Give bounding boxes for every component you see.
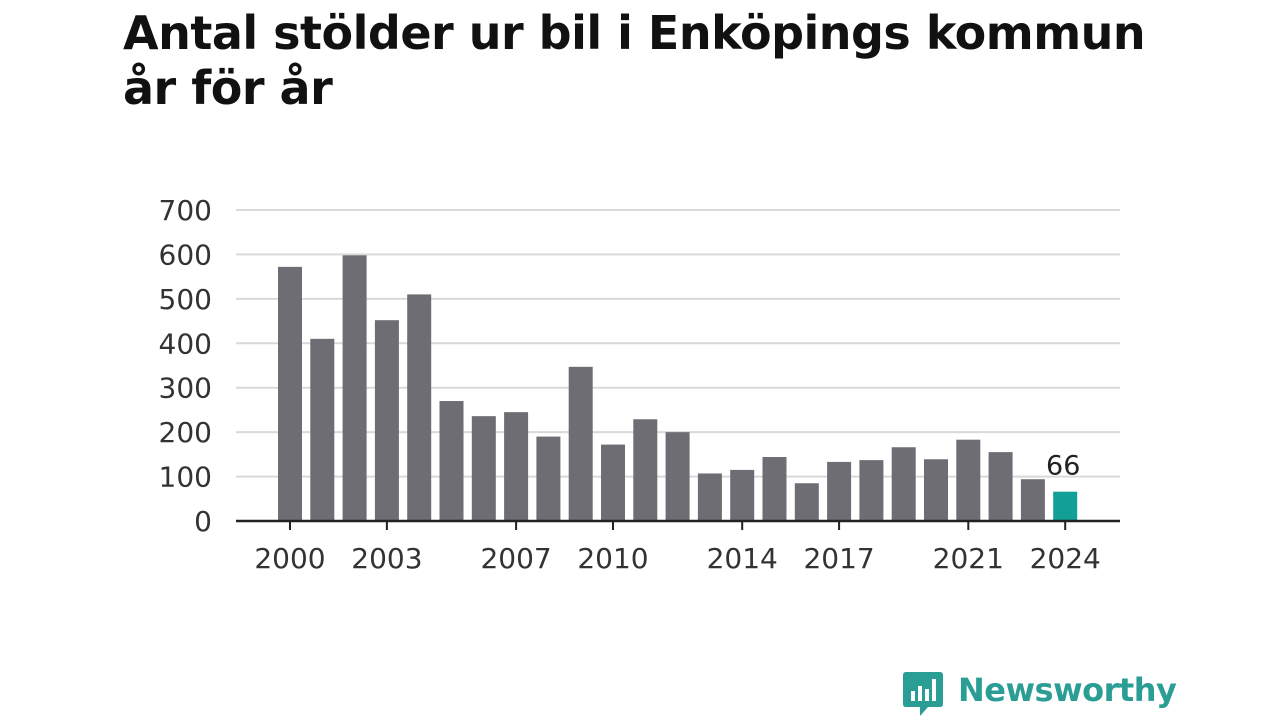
newsworthy-logo-icon — [903, 672, 943, 716]
x-tick-label: 2024 — [1030, 542, 1101, 575]
y-tick-label: 600 — [159, 238, 212, 271]
bar — [633, 419, 658, 521]
bar — [924, 459, 948, 521]
y-tick-label: 200 — [159, 416, 212, 449]
bar — [504, 412, 529, 521]
newsworthy-logo: Newsworthy — [902, 670, 1177, 720]
data-label: 66 — [1046, 451, 1080, 482]
bar — [956, 439, 981, 521]
bar — [859, 460, 884, 521]
bar — [1020, 479, 1045, 521]
data-labels: 66 — [1046, 451, 1080, 482]
y-axis-labels: 0 100 200 300 400 500 600 700 — [159, 194, 212, 538]
bar — [891, 447, 916, 521]
bar — [1053, 491, 1078, 521]
y-tick-label: 500 — [159, 283, 212, 316]
x-axis-labels: 2000 2003 2007 2010 2014 2017 2021 2024 — [254, 542, 1100, 575]
bar — [407, 294, 432, 521]
bar — [762, 457, 787, 521]
x-tick-label: 2021 — [933, 542, 1004, 575]
y-tick-label: 0 — [194, 505, 212, 538]
x-tick-label: 2010 — [577, 542, 648, 575]
y-tick-label: 700 — [159, 194, 212, 227]
x-tick-label: 2003 — [351, 542, 422, 575]
y-tick-label: 100 — [159, 461, 212, 494]
bar — [278, 266, 302, 521]
bar — [342, 255, 367, 521]
bar — [568, 366, 593, 521]
bar — [374, 320, 399, 521]
bar — [794, 483, 819, 521]
bar — [601, 444, 625, 521]
bar — [439, 401, 464, 521]
bar — [310, 338, 335, 521]
bar — [665, 432, 690, 521]
bar — [730, 469, 755, 521]
bar — [697, 473, 722, 521]
x-tick-label: 2007 — [480, 542, 551, 575]
bars — [278, 255, 1078, 521]
x-tick-label: 2000 — [254, 542, 325, 575]
chart-title: Antal stölder ur bil i Enköpings kommun … — [123, 6, 1146, 115]
y-tick-label: 300 — [159, 372, 212, 405]
x-tick-label: 2017 — [803, 542, 874, 575]
bar — [536, 436, 561, 521]
bar — [827, 461, 852, 521]
x-tick-label: 2014 — [707, 542, 778, 575]
bar — [471, 416, 496, 521]
bar — [988, 452, 1013, 521]
x-axis — [236, 519, 1120, 530]
newsworthy-logo-text: Newsworthy — [958, 671, 1177, 709]
y-tick-label: 400 — [159, 327, 212, 360]
